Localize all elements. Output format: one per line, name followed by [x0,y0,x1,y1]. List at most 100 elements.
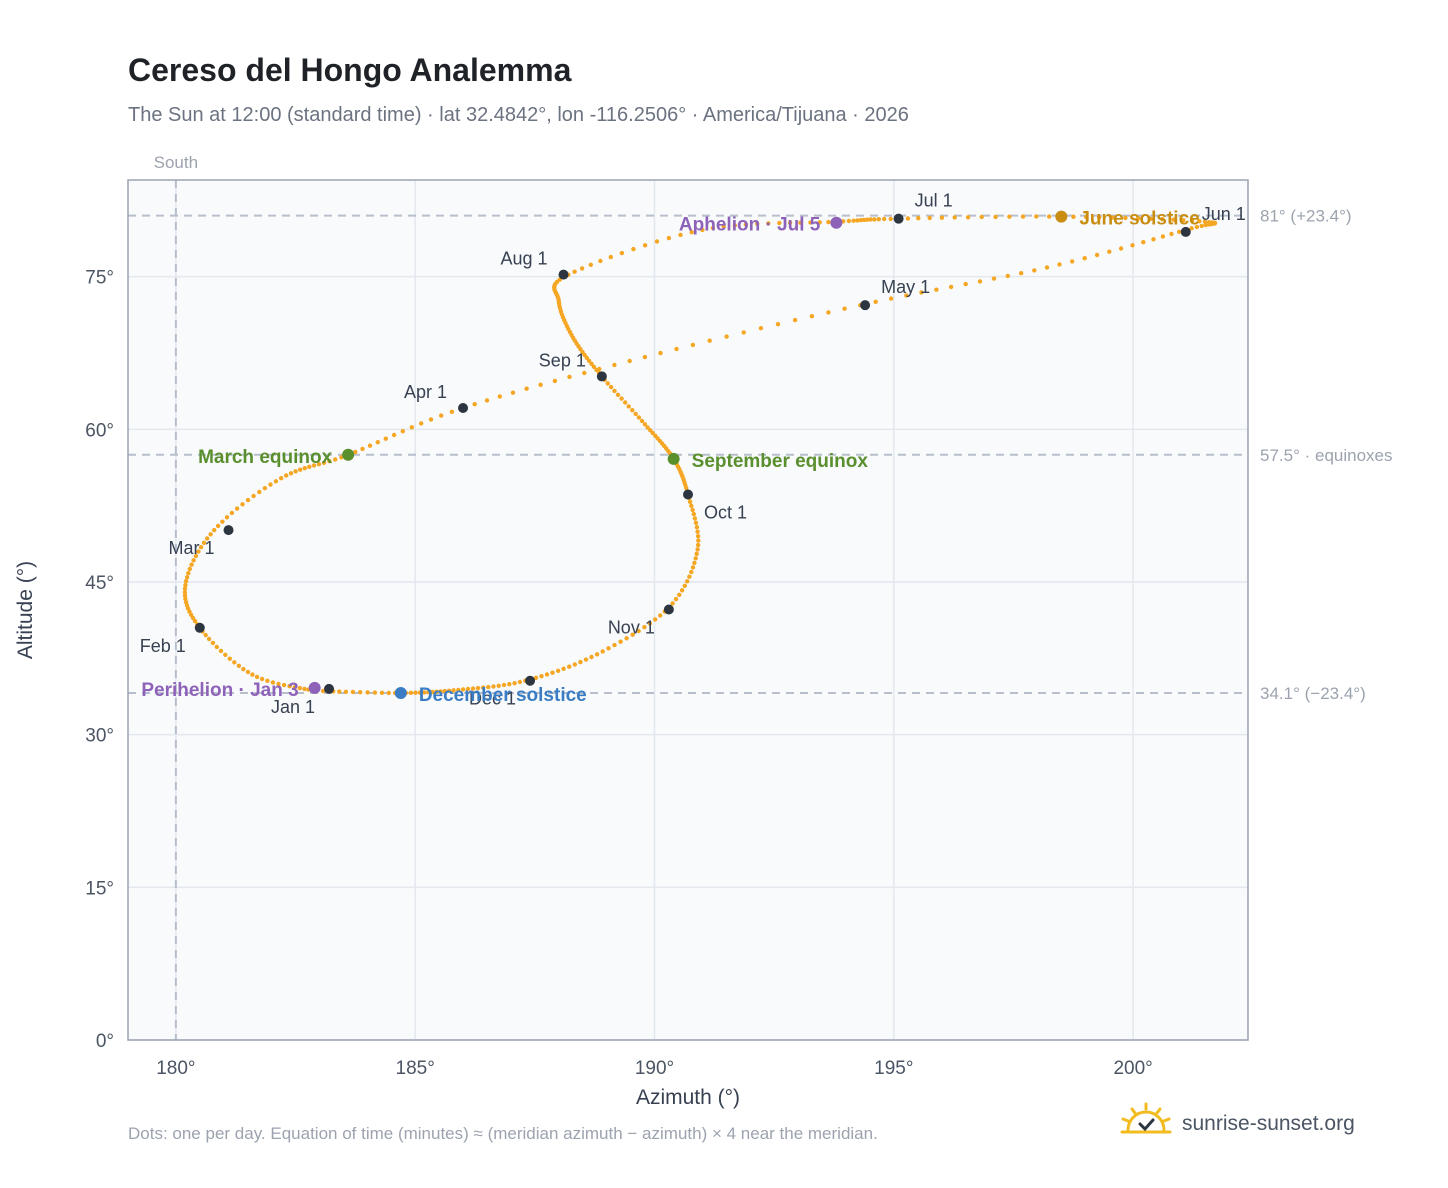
daily-dot [694,551,699,556]
daily-dot [724,334,729,339]
daily-dot [700,227,705,233]
daily-dot [645,425,650,430]
month-marker [458,402,469,413]
daily-dot [268,482,273,487]
daily-dot [777,220,782,226]
daily-dot [948,284,954,290]
daily-dot [623,400,628,405]
daily-dot [707,338,712,343]
daily-dot [208,532,213,537]
daily-dot [182,593,188,598]
daily-dot [691,511,696,517]
daily-dot [1044,265,1050,270]
daily-dot [533,675,539,680]
daily-dot [578,659,583,665]
x-tick-label: 195° [874,1058,913,1079]
daily-dot [584,355,589,360]
daily-dot [693,520,699,525]
daily-dot [1160,234,1166,239]
daily-dot [426,690,431,695]
daily-dot [567,664,572,669]
daily-dot [292,685,297,690]
daily-dot [1057,262,1062,267]
daily-dot [605,381,610,386]
daily-dot [963,281,968,287]
event-label: March equinox [198,447,333,468]
daily-dot [977,279,983,284]
daily-dot [1123,215,1128,221]
daily-dot [654,239,660,244]
daily-dot [367,443,373,448]
daily-dot [677,592,682,597]
brand[interactable]: sunrise-sunset.org [1120,1102,1355,1146]
daily-dot [422,690,427,695]
daily-dot [758,326,764,331]
y-tick-label: 15° [85,878,114,899]
daily-dot [689,230,694,235]
daily-dot [695,547,700,552]
daily-dot [888,216,893,222]
daily-dot [442,688,447,694]
daily-dot [798,220,803,225]
month-marker [194,622,205,633]
daily-dot [809,314,815,319]
daily-dot [189,562,194,567]
altitude-ref-label: 57.5° · equinoxes [1260,446,1393,465]
daily-dot [588,262,593,267]
daily-dot [1136,216,1141,221]
daily-dot [259,676,265,682]
y-tick-label: 0° [96,1031,114,1052]
daily-dot [1032,268,1037,273]
daily-dot [658,350,663,356]
daily-dot [538,382,543,387]
south-label: South [154,153,198,172]
daily-dot [639,418,645,424]
daily-dot [876,217,881,222]
daily-dot [358,690,363,695]
daily-dot [692,560,697,566]
daily-dot [241,666,246,672]
daily-dot [633,411,638,417]
daily-dot [775,322,781,327]
daily-dot [690,565,696,570]
y-tick-label: 45° [85,573,114,594]
daily-dot [755,221,760,226]
daily-dot [741,330,746,335]
daily-dot [589,361,594,366]
daily-dot [808,220,813,225]
daily-dot [630,408,635,413]
x-tick-label: 200° [1113,1058,1152,1079]
daily-dot [391,432,397,438]
event-marker [830,216,843,229]
month-marker [663,604,674,615]
daily-dot [732,223,737,228]
daily-dot [337,689,342,694]
daily-dot [343,689,349,694]
daily-dot [721,224,726,229]
daily-dot [642,625,647,630]
daily-dot [695,534,701,539]
daily-dot [710,225,716,231]
chart-subtitle: The Sun at 12:00 (standard time) · lat 3… [128,104,909,126]
daily-dot [642,243,648,248]
daily-dot [787,220,793,225]
daily-dot [1197,219,1202,224]
daily-dot [670,601,675,606]
daily-dot [1082,256,1087,261]
daily-dot [904,293,909,298]
daily-dot [375,440,380,445]
daily-dot [561,666,566,671]
daily-dot [220,519,225,524]
daily-dot [512,681,517,686]
x-tick-label: 190° [635,1058,674,1079]
daily-dot [1020,214,1026,219]
daily-dot [229,510,235,516]
daily-dot [1148,216,1153,221]
daily-dot [293,469,298,474]
daily-dot [1019,271,1024,276]
daily-dot [1034,214,1039,219]
daily-dot [1199,223,1204,229]
daily-dot [510,390,516,395]
daily-dot [1189,218,1195,223]
daily-dot [281,682,287,688]
